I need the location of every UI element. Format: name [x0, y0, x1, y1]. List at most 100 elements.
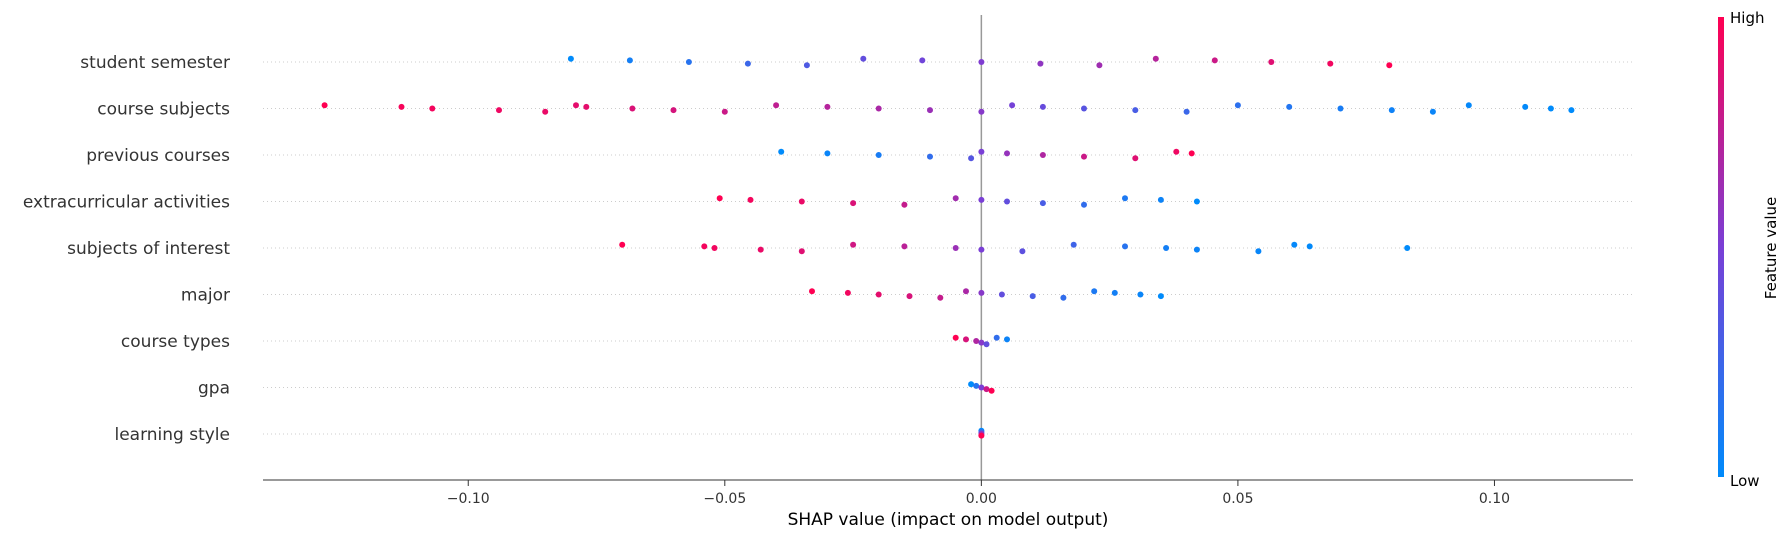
shap-point — [978, 246, 985, 253]
shap-point — [685, 59, 692, 65]
shap-point — [701, 243, 708, 250]
shap-point — [398, 103, 405, 110]
shap-point — [1429, 108, 1436, 115]
shap-point — [573, 102, 579, 109]
shap-point — [1029, 293, 1036, 300]
shap-point — [1019, 248, 1026, 255]
shap-point — [1268, 59, 1275, 65]
shap-point — [1060, 294, 1067, 301]
shap-point — [973, 382, 980, 389]
shap-point — [798, 198, 805, 205]
shap-point — [747, 196, 754, 203]
x-tick-label: −0.10 — [447, 491, 490, 507]
shap-point — [1386, 62, 1393, 69]
shap-point — [1009, 102, 1016, 109]
shap-point — [978, 59, 985, 65]
shap-point — [1039, 103, 1046, 110]
shap-point — [901, 243, 908, 250]
shap-point — [1183, 108, 1190, 115]
shap-point — [721, 108, 728, 115]
feature-label: learning style — [114, 425, 230, 445]
shap-point — [1547, 105, 1554, 112]
shap-point — [1091, 288, 1098, 295]
shap-point — [875, 105, 882, 112]
x-axis-ticks: −0.10 −0.05 0.00 0.05 0.10 — [447, 480, 1510, 507]
shap-point — [542, 108, 549, 115]
shap-point — [1465, 102, 1472, 109]
shap-point — [1193, 246, 1200, 253]
shap-point — [798, 248, 805, 255]
shap-point — [978, 289, 985, 296]
shap-point — [1157, 196, 1164, 203]
shap-point — [773, 102, 780, 109]
shap-point — [850, 200, 857, 207]
shap-point — [809, 288, 815, 295]
shap-point — [1188, 150, 1195, 157]
shap-point — [1286, 103, 1293, 110]
shap-point — [875, 291, 882, 298]
shap-point — [1404, 245, 1411, 251]
shap-point — [1132, 155, 1139, 162]
shap-point — [1004, 336, 1010, 343]
x-tick-label: 0.05 — [1222, 491, 1253, 507]
shap-point — [1522, 103, 1529, 110]
shap-point — [1122, 195, 1128, 202]
shap-point — [629, 105, 636, 112]
shap-point — [978, 196, 985, 203]
shap-point — [824, 150, 831, 157]
beeswarm-points — [321, 55, 1575, 439]
shap-point — [1163, 245, 1170, 251]
shap-point — [875, 152, 882, 158]
shap-point — [1306, 243, 1313, 250]
shap-point — [1388, 107, 1395, 114]
feature-label: major — [181, 286, 230, 306]
shap-point — [1152, 55, 1159, 62]
shap-point — [567, 55, 574, 62]
shap-point — [1081, 105, 1087, 112]
shap-point — [1132, 107, 1139, 114]
shap-point — [744, 60, 751, 67]
feature-label: previous courses — [86, 146, 230, 166]
shap-point — [716, 195, 723, 202]
shap-point — [927, 153, 933, 160]
shap-point — [901, 201, 908, 208]
shap-point — [1173, 148, 1180, 155]
shap-point — [778, 148, 785, 155]
shap-point — [850, 241, 857, 248]
colorbar-high-label: High — [1730, 9, 1764, 27]
shap-point — [1157, 293, 1164, 300]
shap-point — [993, 334, 1000, 341]
shap-point — [952, 245, 959, 251]
shap-point — [973, 338, 980, 344]
shap-point — [429, 105, 436, 112]
shap-point — [978, 432, 985, 439]
shap-point — [1081, 201, 1087, 208]
shap-point — [978, 339, 985, 346]
shap-point — [757, 246, 764, 253]
shap-point — [1255, 248, 1262, 255]
shap-point — [1111, 289, 1118, 296]
shap-point — [906, 293, 913, 300]
shap-point — [1070, 241, 1077, 248]
x-tick-label: −0.05 — [703, 491, 746, 507]
shap-point — [1291, 241, 1298, 248]
shap-point — [1337, 105, 1344, 112]
shap-point — [952, 334, 959, 341]
colorbar-title: Feature value — [1762, 197, 1780, 299]
shap-point — [1327, 60, 1334, 67]
feature-label: student semester — [80, 53, 230, 73]
shap-point — [1193, 198, 1200, 205]
shap-point — [619, 241, 626, 248]
shap-point — [1122, 243, 1128, 250]
shap-point — [321, 102, 328, 109]
shap-point — [988, 387, 995, 394]
colorbar-low-label: Low — [1730, 472, 1760, 490]
shap-point — [1211, 57, 1218, 64]
shap-point — [1137, 291, 1144, 298]
feature-label: course subjects — [97, 100, 230, 120]
shap-point — [1037, 60, 1044, 67]
shap-point — [1039, 152, 1046, 158]
x-tick-label: 0.00 — [966, 491, 997, 507]
shap-point — [927, 107, 933, 114]
shap-point — [968, 155, 975, 162]
